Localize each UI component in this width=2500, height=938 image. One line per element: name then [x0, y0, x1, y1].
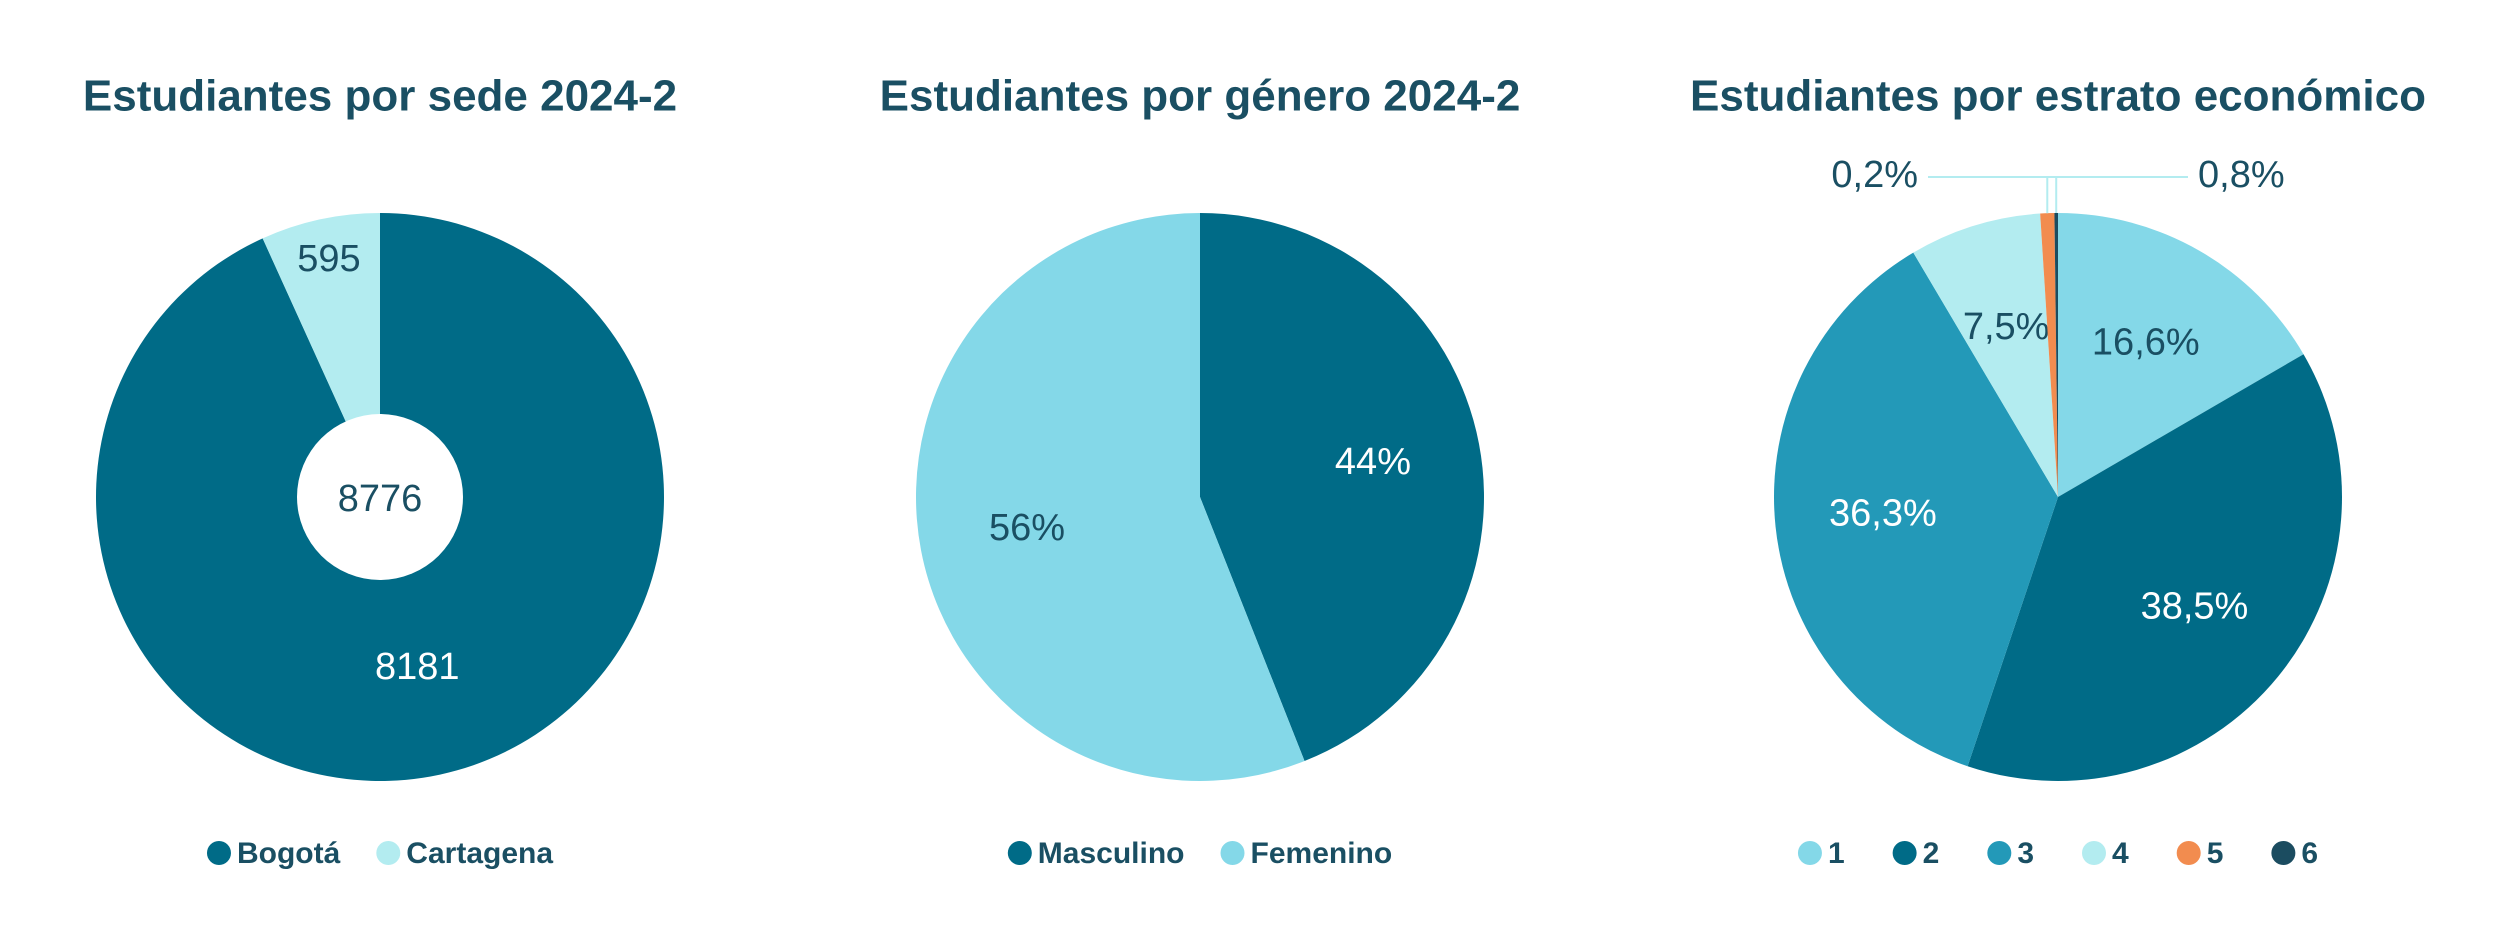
- pie-slice: [2058, 213, 2304, 497]
- chart: Estudiantes por sede 2024-2 8181 595 8776 Bo…: [83, 72, 677, 870]
- data-label: 38,5%: [2141, 585, 2249, 627]
- legend-swatch: [376, 841, 401, 865]
- legend-swatch: [1220, 841, 1245, 865]
- legend-label: 2: [1923, 837, 1940, 870]
- data-label: 36,3%: [1829, 493, 1937, 535]
- legend-label: Bogotá: [237, 837, 341, 870]
- legend-swatch: [1007, 841, 1032, 865]
- data-label: 595: [297, 238, 360, 280]
- legend-swatch: [2082, 841, 2106, 865]
- center-total: 8776: [338, 478, 423, 520]
- legend-swatch: [206, 841, 231, 865]
- legend-label: 5: [2207, 837, 2224, 870]
- legend-label: Masculino: [1038, 837, 1185, 870]
- legend: Masculino Femenino: [1007, 837, 1393, 870]
- data-label: 56%: [989, 507, 1065, 549]
- legend-label: 6: [2301, 837, 2318, 870]
- legend-swatch: [2271, 841, 2296, 865]
- legend-swatch: [2176, 841, 2201, 865]
- data-label: 16,6%: [2092, 321, 2200, 363]
- leader-line: [1928, 176, 2058, 214]
- pie-slice: [1913, 213, 2058, 498]
- pie-slice: [1200, 213, 1484, 762]
- legend-swatch: [1987, 841, 2012, 865]
- pie-slice: [2040, 213, 2058, 497]
- chart-title: Estudiantes por estrato económico: [1690, 72, 2426, 121]
- legend-label: 4: [2112, 837, 2129, 870]
- center-hole: [297, 414, 463, 580]
- legend-swatch: [1892, 841, 1917, 865]
- data-label: 0,8%: [2198, 154, 2285, 196]
- pie-slice: [2054, 213, 2058, 497]
- data-label: 0,2%: [1831, 154, 1918, 196]
- legend-label: Femenino: [1251, 837, 1393, 870]
- chart-title: Estudiantes por sede 2024-2: [83, 72, 677, 121]
- chart-title: Estudiantes por género 2024-2: [880, 72, 1521, 121]
- data-label: 7,5%: [1963, 306, 2050, 348]
- pie-slice: [915, 213, 1305, 781]
- legend-label: 3: [2017, 837, 2034, 870]
- legend: 1 2 3 4 5 6: [1797, 837, 2318, 870]
- legend: Bogotá Cartagena: [206, 837, 553, 870]
- chart: Estudiantes por estrato económico 16,6% 38…: [1690, 72, 2426, 870]
- pie-slice: [1967, 354, 2342, 782]
- pie-slice: [1774, 252, 2058, 767]
- chart: Estudiantes por género 2024-2 44% 56% Mascu…: [880, 72, 1521, 870]
- legend-label: 1: [1828, 837, 1845, 870]
- data-label: 8181: [375, 646, 460, 688]
- legend-label: Cartagena: [406, 837, 553, 870]
- leader-line: [2046, 176, 2188, 214]
- data-label: 44%: [1335, 441, 1411, 483]
- legend-swatch: [1797, 841, 1822, 865]
